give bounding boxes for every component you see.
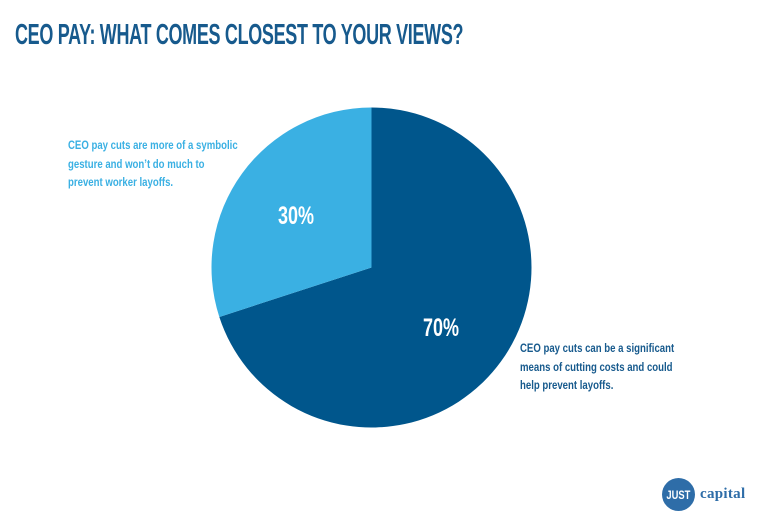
callout-line: prevent worker layoffs. — [68, 175, 174, 189]
pct-label-30: 30% — [277, 202, 315, 230]
callout-line: gesture and won’t do much to — [68, 156, 205, 171]
callout-line: help prevent layoffs. — [520, 378, 614, 392]
pie-slice-symbolic-gesture — [211, 107, 372, 317]
slice-callout-symbolic: CEO pay cuts are more of a symbolic gest… — [68, 136, 238, 192]
callout-line: means of cutting costs and could — [520, 359, 673, 374]
logo-wordmark: capital — [700, 486, 746, 502]
pie-slice-significant-cost-cutting — [219, 107, 532, 428]
just-logo-text: JUST — [666, 487, 691, 502]
just-logo-circle: JUST — [662, 478, 695, 511]
pct-label-70: 70% — [422, 314, 460, 342]
callout-line: CEO pay cuts can be a significant — [520, 341, 675, 355]
slice-callout-significant: CEO pay cuts can be a significant means … — [520, 339, 674, 395]
page-title: CEO PAY: WHAT COMES CLOSEST TO YOUR VIEW… — [15, 19, 464, 51]
callout-line: CEO pay cuts are more of a symbolic — [68, 138, 238, 152]
just-capital-logo: JUST capital — [662, 478, 745, 511]
